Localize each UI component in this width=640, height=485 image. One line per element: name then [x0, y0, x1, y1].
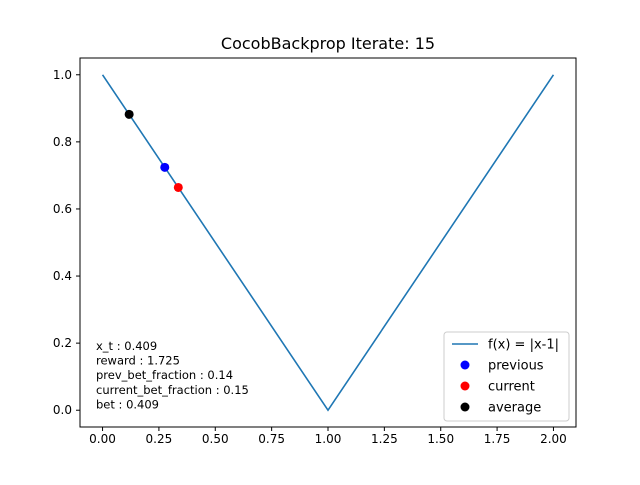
- legend-label: current: [488, 380, 535, 395]
- annotation-line: bet : 0.409: [96, 397, 159, 411]
- y-tick-label: 0.6: [53, 202, 72, 216]
- annotation-line: current_bet_fraction : 0.15: [96, 383, 249, 397]
- point-current: [173, 182, 183, 192]
- x-tick-label: 1.75: [484, 432, 511, 446]
- point-previous: [160, 162, 170, 172]
- x-tick-label: 1.50: [427, 432, 454, 446]
- x-tick-label: 2.00: [540, 432, 567, 446]
- x-tick-label: 0.50: [202, 432, 229, 446]
- x-tick-label: 0.75: [258, 432, 285, 446]
- legend-swatch-average: [460, 402, 470, 412]
- legend-swatch-current: [460, 381, 470, 391]
- plot-area: 0.00 0.25 0.50 0.75 1.00 1.25 1.50 1.75 2.00 0.0 0…: [53, 57, 577, 446]
- annotation-line: x_t : 0.409: [96, 339, 157, 353]
- y-tick-label: 0.2: [53, 336, 72, 350]
- annotation-line: reward : 1.725: [96, 354, 180, 368]
- y-tick-label: 0.4: [53, 269, 72, 283]
- y-tick-label: 0.0: [53, 403, 72, 417]
- legend-swatch-previous: [460, 360, 470, 370]
- legend-label: average: [488, 401, 541, 416]
- chart-title: CocobBackprop Iterate: 15: [221, 34, 435, 53]
- legend-label: previous: [488, 359, 544, 374]
- legend-label: f(x) = |x-1|: [488, 338, 559, 353]
- legend: f(x) = |x-1| previous current average: [443, 331, 570, 422]
- point-average: [124, 109, 134, 119]
- x-tick-label: 1.25: [371, 432, 398, 446]
- y-tick-label: 0.8: [53, 135, 72, 149]
- legend-box: [443, 331, 570, 422]
- x-tick-label: 0.25: [146, 432, 173, 446]
- x-tick-label: 0.00: [89, 432, 116, 446]
- x-tick-label: 1.00: [315, 432, 342, 446]
- annotation-line: prev_bet_fraction : 0.14: [96, 368, 233, 382]
- y-tick-label: 1.0: [53, 68, 72, 82]
